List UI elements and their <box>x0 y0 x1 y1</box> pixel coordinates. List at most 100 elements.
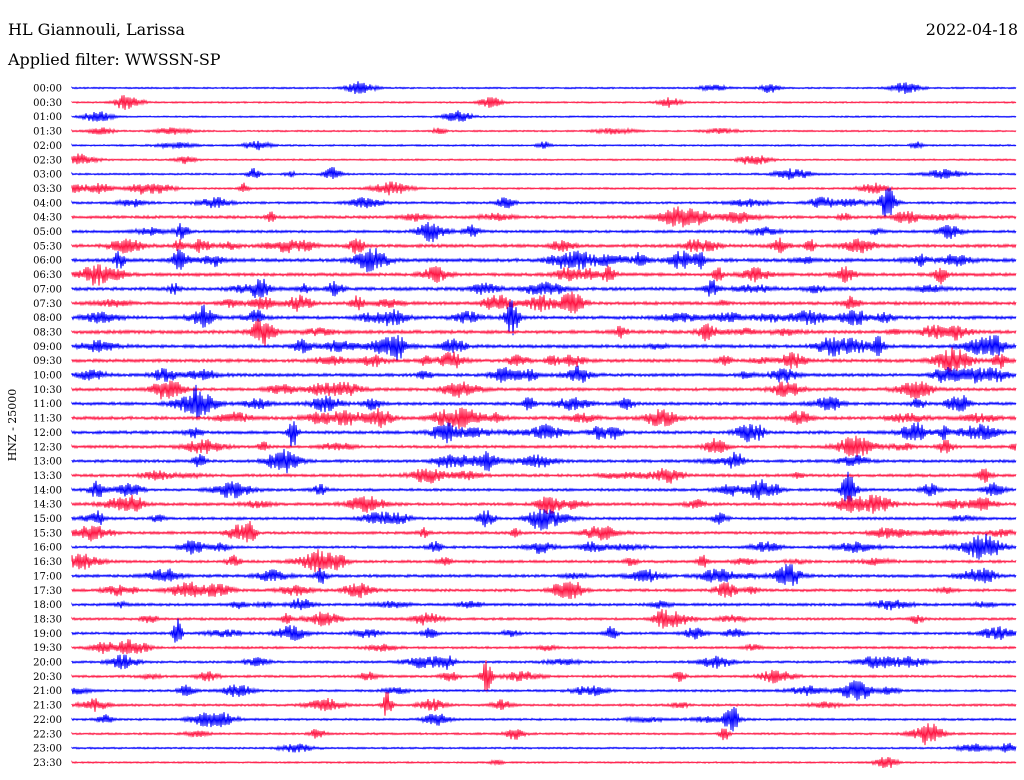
trace-line <box>71 95 1017 110</box>
time-label: 12:30 <box>33 442 62 453</box>
time-label: 11:30 <box>33 414 62 425</box>
trace-line <box>71 706 1017 732</box>
trace-line <box>71 127 1017 136</box>
time-label: 03:00 <box>33 170 62 181</box>
time-label: 01:30 <box>33 127 62 138</box>
trace-line <box>71 237 1017 254</box>
time-label: 05:00 <box>33 227 62 238</box>
trace-line <box>71 757 1017 768</box>
time-label: 14:30 <box>33 500 62 511</box>
trace-line <box>71 318 1017 347</box>
filter-label: Applied filter: WWSSN-SP <box>8 50 221 69</box>
trace-line <box>71 278 1017 298</box>
time-label: 03:30 <box>33 184 62 195</box>
trace-line <box>71 421 1017 448</box>
time-label: 01:00 <box>33 112 62 123</box>
time-label: 10:00 <box>33 371 62 382</box>
trace-line <box>71 692 1017 716</box>
trace-line <box>71 660 1017 693</box>
trace-line <box>71 291 1017 314</box>
time-label: 07:30 <box>33 299 62 310</box>
time-label: 04:00 <box>33 198 62 209</box>
time-label: 15:30 <box>33 528 62 539</box>
trace-line <box>71 467 1017 484</box>
y-axis-label: HNZ - 25000 <box>6 389 19 462</box>
trace-line <box>71 520 1017 543</box>
time-label: 08:00 <box>33 313 62 324</box>
date-label: 2022-04-18 <box>925 20 1018 39</box>
trace-line <box>71 509 1017 531</box>
time-label: 17:30 <box>33 586 62 597</box>
trace-line <box>71 533 1017 560</box>
time-label: 09:00 <box>33 342 62 353</box>
trace-line <box>71 300 1017 336</box>
trace-line <box>71 723 1017 746</box>
time-label: 09:30 <box>33 356 62 367</box>
trace-line <box>71 742 1017 753</box>
time-label: 10:30 <box>33 385 62 396</box>
time-label: 22:00 <box>33 715 62 726</box>
trace-line <box>71 384 1017 420</box>
trace-line <box>71 181 1017 196</box>
trace-line <box>71 549 1017 573</box>
time-label: 06:30 <box>33 270 62 281</box>
trace-line <box>71 494 1017 515</box>
time-label: 18:30 <box>33 614 62 625</box>
trace-line <box>71 248 1017 273</box>
trace-line <box>71 264 1017 286</box>
trace-line <box>71 564 1017 586</box>
time-label: 12:00 <box>33 428 62 439</box>
trace-line <box>71 206 1017 228</box>
time-label: 07:00 <box>33 284 62 295</box>
time-label: 08:30 <box>33 327 62 338</box>
trace-line <box>71 380 1017 400</box>
trace-line <box>71 407 1017 429</box>
trace-line <box>71 221 1017 243</box>
trace-line <box>71 639 1017 655</box>
trace-line <box>71 110 1017 122</box>
trace-line <box>71 153 1017 165</box>
time-label: 21:00 <box>33 686 62 697</box>
trace-group <box>71 81 1017 768</box>
time-label: 16:30 <box>33 557 62 568</box>
trace-line <box>71 187 1017 218</box>
time-label: 00:00 <box>33 84 62 95</box>
time-label: 16:00 <box>33 543 62 554</box>
trace-line <box>71 609 1017 629</box>
trace-line <box>71 618 1017 643</box>
trace-line <box>71 140 1017 151</box>
time-label: 11:00 <box>33 399 62 410</box>
time-label: 13:00 <box>33 457 62 468</box>
trace-line <box>71 680 1017 701</box>
trace-line <box>71 365 1017 384</box>
time-label: 22:30 <box>33 729 62 740</box>
trace-line <box>71 81 1017 95</box>
time-label-group: 00:00 00:30 01:00 01:30 02:00 02:30 03:00 03:30… <box>33 84 62 769</box>
time-label: 21:30 <box>33 701 62 712</box>
trace-line <box>71 335 1017 362</box>
station-title: HL Giannouli, Larissa <box>8 20 185 39</box>
trace-line <box>71 581 1017 600</box>
trace-line <box>71 435 1017 457</box>
time-label: 14:00 <box>33 485 62 496</box>
trace-line <box>71 167 1017 180</box>
time-label: 19:30 <box>33 643 62 654</box>
time-label: 13:30 <box>33 471 62 482</box>
time-label: 05:30 <box>33 241 62 252</box>
time-label: 18:00 <box>33 600 62 611</box>
trace-line <box>71 448 1017 474</box>
time-label: 23:00 <box>33 744 62 755</box>
time-label: 15:00 <box>33 514 62 525</box>
time-label: 19:00 <box>33 629 62 640</box>
trace-line <box>71 598 1017 611</box>
trace-line <box>71 654 1017 670</box>
time-label: 20:00 <box>33 658 62 669</box>
trace-line <box>71 471 1017 507</box>
time-label: 06:00 <box>33 256 62 267</box>
time-label: 02:00 <box>33 141 62 152</box>
time-label: 23:30 <box>33 758 62 769</box>
time-label: 20:30 <box>33 672 62 683</box>
time-label: 17:00 <box>33 571 62 582</box>
time-label: 02:30 <box>33 155 62 166</box>
